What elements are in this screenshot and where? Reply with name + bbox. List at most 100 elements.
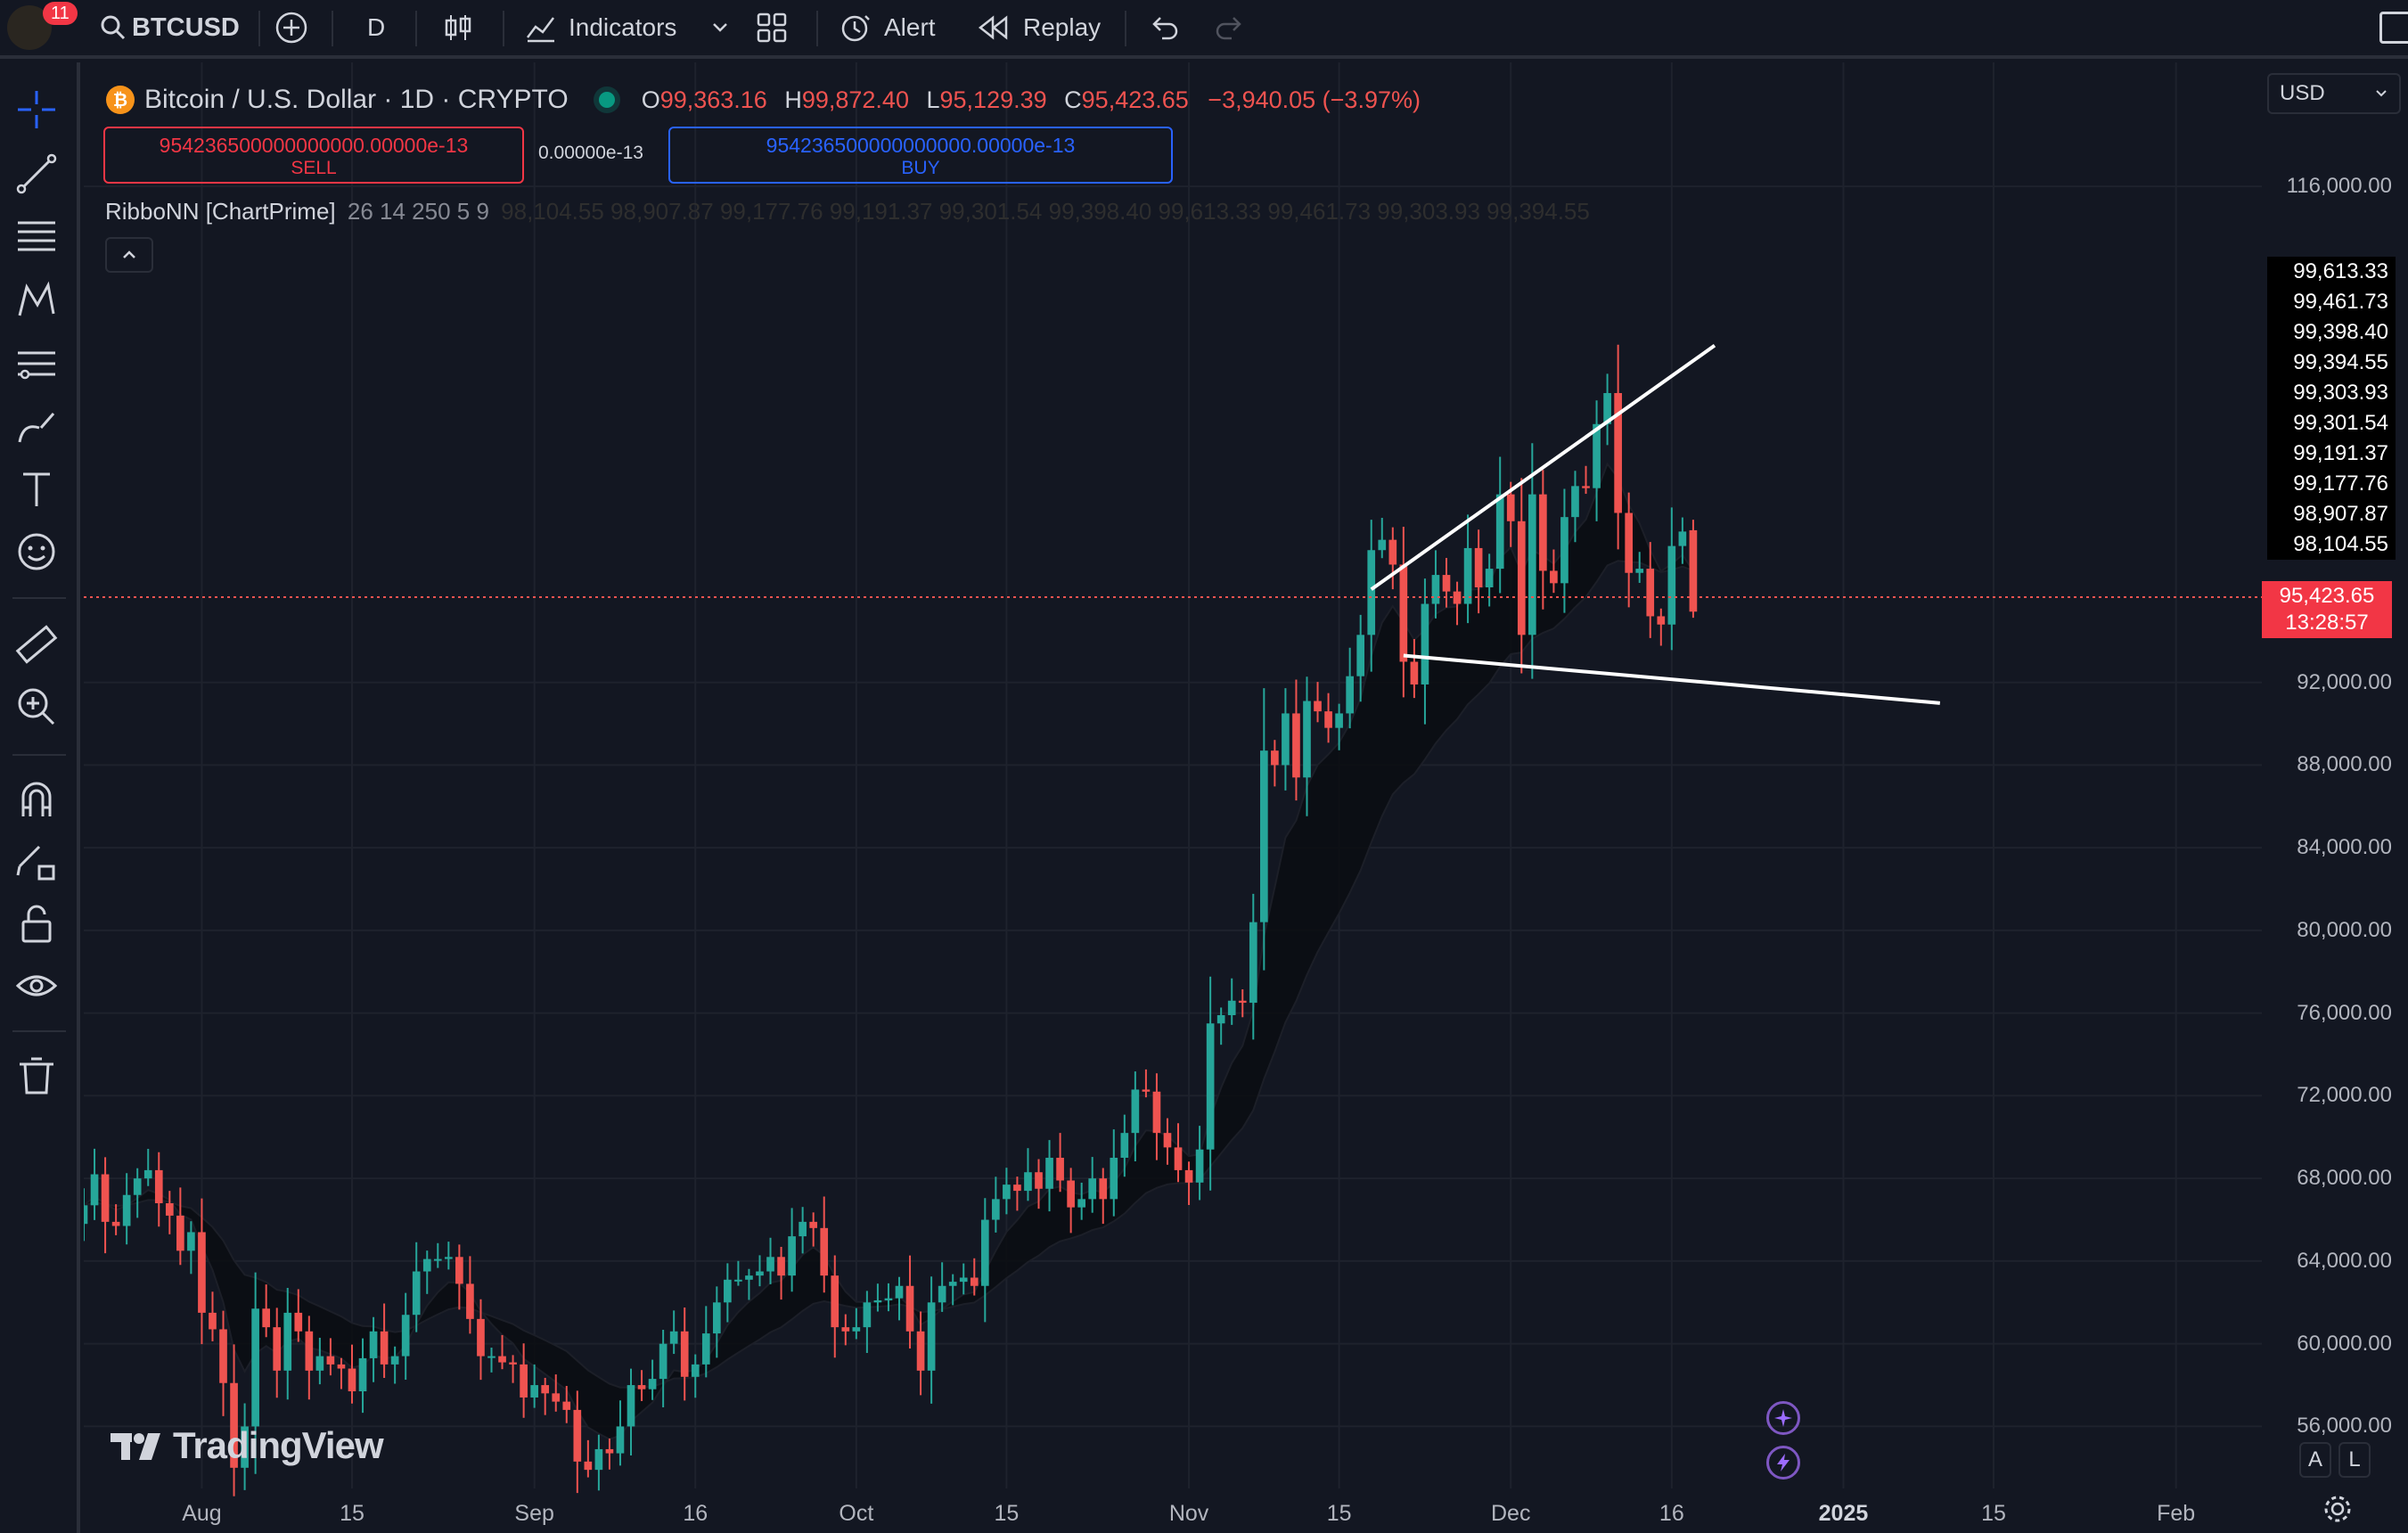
avatar[interactable]: 11	[7, 0, 78, 55]
buy-button[interactable]: 954236500000000000.00000e-13 BUY	[668, 127, 1173, 184]
candle-body	[1292, 713, 1300, 778]
ribbon-value-label: 99,303.93	[2267, 378, 2396, 408]
candle-body	[831, 1275, 840, 1328]
gear-icon	[2324, 1496, 2351, 1522]
zoom-in-tool[interactable]	[9, 679, 64, 734]
price-chart[interactable]: Aug 15 Sep 16 Oct 15 Nov 15 Dec 16 2025 15 Feb	[84, 62, 2408, 1533]
time-axis-label: 15	[994, 1501, 1019, 1526]
candle-body	[1088, 1178, 1097, 1200]
replay-button[interactable]: Replay	[977, 0, 1101, 55]
trendline	[1403, 653, 1940, 705]
hide-drawings-button[interactable]	[9, 959, 64, 1014]
log-scale-button[interactable]: L	[2338, 1442, 2371, 1478]
stay-in-drawing-mode-button[interactable]	[9, 834, 64, 889]
ribbon-value-label: 99,613.33	[2267, 257, 2396, 287]
undo-button[interactable]	[1148, 0, 1180, 55]
chevron-down-icon	[2376, 90, 2387, 97]
auto-scale-button[interactable]: A	[2299, 1442, 2331, 1478]
candle-body	[820, 1227, 829, 1276]
candle-body	[1485, 569, 1494, 587]
trend-line-tool[interactable]	[9, 146, 64, 201]
candle-body	[1282, 713, 1290, 766]
sell-button[interactable]: 954236500000000000.00000e-13 SELL	[103, 127, 524, 184]
forecasting-tool[interactable]	[9, 335, 64, 390]
ribbon-value-label: 99,394.55	[2267, 348, 2396, 378]
candle-body	[401, 1315, 410, 1357]
pattern-tool[interactable]	[9, 273, 64, 328]
chart-settings-button[interactable]	[2322, 1494, 2353, 1529]
candle-body	[1463, 547, 1472, 604]
candle-body	[1206, 1023, 1215, 1150]
alert-button[interactable]: Alert	[838, 0, 936, 55]
candle-body	[176, 1215, 184, 1251]
text-tool[interactable]	[9, 462, 64, 517]
indicators-button[interactable]: Indicators	[524, 0, 676, 55]
candle-body	[433, 1258, 442, 1261]
candle-body	[477, 1318, 485, 1357]
magnet-mode-button[interactable]	[9, 772, 64, 827]
candle-body	[562, 1401, 571, 1410]
lock-drawings-button[interactable]	[9, 897, 64, 952]
fullscreen-button[interactable]	[2379, 0, 2408, 55]
candle-body	[734, 1279, 742, 1282]
candle-body	[198, 1232, 206, 1313]
forecast-icon	[18, 351, 55, 380]
trend-line-icon	[16, 153, 57, 194]
compare-symbol-button[interactable]	[274, 0, 308, 55]
candle-body	[283, 1312, 292, 1371]
price-axis-label: 72,000.00	[2297, 1083, 2392, 1108]
candle-body	[466, 1283, 474, 1319]
sell-price: 954236500000000000.00000e-13	[159, 134, 469, 157]
candle-body	[143, 1169, 152, 1179]
trash-icon	[20, 1057, 53, 1094]
candle-body	[273, 1327, 282, 1371]
collapse-legend-button[interactable]	[105, 237, 153, 273]
candle-body	[1271, 750, 1279, 766]
candle-body	[916, 1331, 925, 1371]
indicators-dropdown[interactable]	[709, 0, 731, 55]
candle-body	[1474, 547, 1483, 587]
candle-body	[701, 1333, 710, 1365]
layout-button[interactable]	[756, 0, 788, 55]
redo-button[interactable]	[1214, 0, 1246, 55]
price-axis-label: 84,000.00	[2297, 835, 2392, 860]
symbol-search[interactable]: BTCUSD	[100, 0, 240, 55]
candle-body	[498, 1356, 506, 1363]
brush-tool[interactable]	[9, 399, 64, 455]
candle-body	[315, 1356, 324, 1371]
candle-body	[541, 1385, 550, 1394]
chart-type-button[interactable]	[442, 0, 474, 55]
interval-button[interactable]: D	[367, 13, 386, 41]
candle-body	[422, 1258, 431, 1272]
remove-drawings-button[interactable]	[9, 1048, 64, 1103]
candle-body	[799, 1221, 807, 1237]
drawing-toolbar	[0, 62, 80, 1533]
candle-body	[1539, 494, 1547, 571]
crosshair-tool[interactable]	[9, 82, 64, 137]
price-axis-label: 76,000.00	[2297, 1000, 2392, 1025]
candle-body	[230, 1382, 238, 1468]
indicator-legend[interactable]: RibboNN [ChartPrime] 26 14 250 5 9 98,10…	[105, 198, 1590, 225]
ai-assistant-button[interactable]	[1766, 1401, 1800, 1435]
quick-trade-button[interactable]	[1766, 1446, 1800, 1480]
trendline	[1370, 344, 1716, 591]
currency-selector[interactable]: USD	[2267, 73, 2401, 114]
emoji-tool[interactable]	[9, 524, 64, 579]
candle-body	[241, 1426, 249, 1468]
candle-body	[165, 1203, 174, 1216]
measure-tool[interactable]	[9, 617, 64, 672]
tradingview-logo-icon	[111, 1433, 160, 1460]
ribbon-value-label: 99,191.37	[2267, 439, 2396, 469]
ribbon-value-label: 99,301.54	[2267, 408, 2396, 439]
candle-body	[1249, 922, 1257, 1004]
fib-retracement-tool[interactable]	[9, 209, 64, 264]
current-price-label: 95,423.65 13:28:57	[2262, 581, 2392, 638]
candle-body	[1024, 1172, 1032, 1192]
candle-body	[756, 1271, 764, 1276]
candle-body	[1120, 1133, 1129, 1158]
price-axis-label: 92,000.00	[2297, 669, 2392, 694]
chart-pane[interactable]: Aug 15 Sep 16 Oct 15 Nov 15 Dec 16 2025 15 Feb ₿ Bit…	[84, 62, 2408, 1533]
candle-body	[948, 1282, 957, 1286]
candle-body	[1678, 531, 1687, 546]
symbol-title[interactable]: Bitcoin / U.S. Dollar · 1D · CRYPTO	[144, 85, 569, 114]
